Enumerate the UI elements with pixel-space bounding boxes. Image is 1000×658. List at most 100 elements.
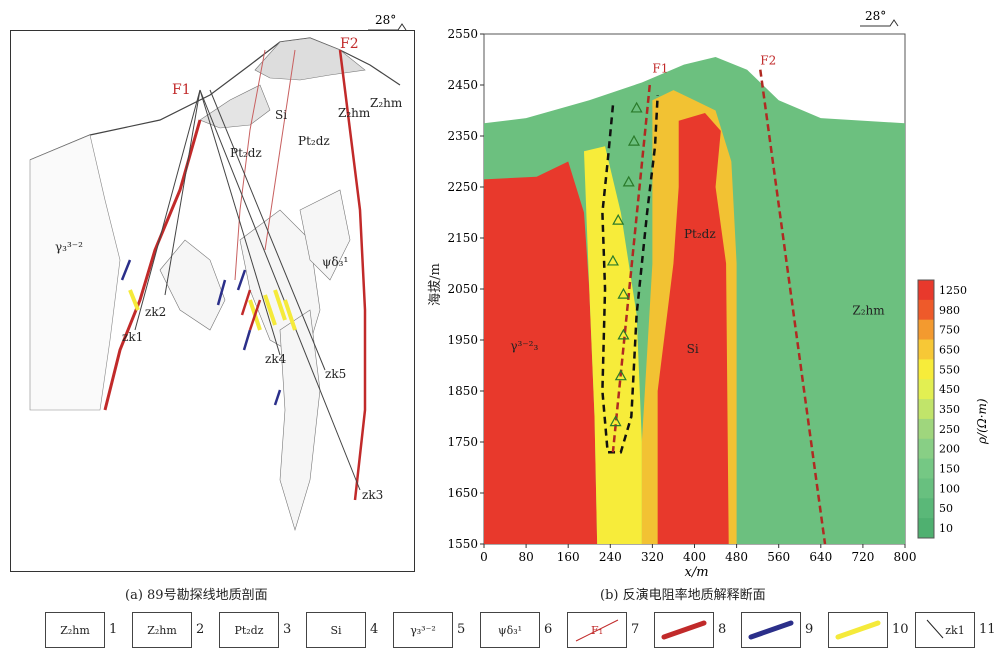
colorbar-swatch — [918, 418, 934, 440]
left-si-label: Si — [275, 108, 288, 122]
colorbar-swatch — [918, 498, 934, 519]
colorbar-swatch — [918, 359, 934, 380]
colorbar-tick-label: 750 — [939, 324, 960, 337]
y-tick-label: 2250 — [447, 180, 478, 194]
colorbar-swatch — [918, 518, 934, 539]
drill-sample-triangle-icon — [627, 134, 641, 146]
legend-swatch: Si — [306, 612, 366, 648]
right-caption: (b) 反演电阻率地质解释断面 — [600, 588, 766, 603]
right-z2hm-label: Z₂hm — [852, 304, 885, 318]
y-tick-label: 1550 — [447, 537, 478, 551]
x-tick-label: 560 — [767, 550, 790, 564]
colorbar-tick-label: 650 — [939, 343, 960, 356]
left-gamma-label: γ₃³⁻² — [55, 240, 83, 254]
x-tick-label: 800 — [894, 550, 917, 564]
drill-sample-triangle-icon — [630, 101, 643, 113]
si-red-body — [657, 113, 729, 545]
drill-sample-triangle-icon — [609, 415, 622, 427]
x-tick-label: 720 — [851, 550, 874, 564]
fault-f2-line — [759, 69, 827, 545]
colorbar-swatch — [918, 478, 934, 499]
y-tick-label: 2050 — [447, 282, 478, 296]
x-tick-label: 400 — [683, 550, 706, 564]
colorbar-tick-label: 550 — [939, 363, 960, 376]
drill-sample-triangle-icon — [614, 369, 627, 381]
legend-number: 11 — [979, 622, 996, 637]
colorbar-tick-label: 350 — [939, 403, 960, 416]
right-f2-label: F2 — [760, 54, 776, 68]
colorbar-tick-label: 150 — [939, 463, 960, 476]
right-si-label: Si — [687, 342, 699, 356]
colorbar-swatch — [918, 379, 934, 400]
right-ylabel: 海拔/m — [427, 263, 443, 306]
legend-swatch: Pt₂dz — [219, 612, 279, 648]
x-tick-label: 0 — [480, 550, 488, 564]
colorbar-tick-label: 450 — [939, 383, 960, 396]
y-tick-label: 2550 — [447, 27, 478, 41]
drill-zk2-label: zk2 — [145, 305, 167, 319]
colorbar-tick-label: 10 — [939, 522, 953, 535]
legend-swatch — [741, 612, 801, 648]
x-tick-label: 480 — [725, 550, 748, 564]
left-section-drawing: 28° — [29, 13, 407, 532]
x-tick-label: 640 — [809, 550, 832, 564]
y-tick-label: 1950 — [447, 333, 478, 347]
granite-red-body — [484, 161, 598, 544]
left-caption: (a) 89号勘探线地质剖面 — [125, 588, 268, 603]
colorbar-swatch — [918, 339, 934, 360]
colorbar-swatch — [918, 438, 934, 460]
drill-sample-triangle-icon — [617, 328, 630, 340]
drill-sample-triangle-icon — [606, 254, 619, 266]
colorbar-tick-label: 1250 — [939, 284, 967, 297]
drill-sample-triangle-icon — [612, 213, 625, 225]
x-axis-label: x/m — [685, 565, 709, 580]
yellow-anomaly-zone — [583, 146, 642, 544]
right-strike-label: 28° — [865, 9, 886, 23]
legend-swatch: Z₂hm — [45, 612, 105, 648]
legend-number: 4 — [370, 622, 379, 637]
colorbar-swatch — [918, 399, 934, 420]
x-tick-label: 160 — [557, 550, 580, 564]
drill-zk4-label: zk4 — [265, 352, 287, 366]
left-strike-label: 28° — [375, 13, 396, 27]
x-tick-label: 80 — [518, 550, 533, 564]
y-tick-label: 2150 — [447, 231, 478, 245]
left-pt2dz-label-b: Pt₂dz — [298, 134, 330, 148]
fault-f1-line — [611, 84, 652, 453]
colorbar-swatch — [918, 458, 934, 479]
x-tick-label: 320 — [641, 550, 664, 564]
drill-zk1-label: zk1 — [122, 330, 144, 344]
colorbar-tick-label: 50 — [939, 502, 953, 515]
y-tick-label: 1650 — [447, 486, 478, 500]
right-f1-label: F1 — [652, 61, 668, 75]
legend-number: 7 — [631, 622, 640, 637]
left-f2-label: F2 — [340, 36, 359, 52]
y-tick-label: 2450 — [447, 78, 478, 92]
colorbar-swatch — [918, 319, 934, 341]
y-tick-label: 1750 — [447, 435, 478, 449]
legend-swatch: ψδ₃¹ — [480, 612, 540, 648]
legend-number: 6 — [544, 622, 553, 637]
left-psi-label: ψδ₃¹ — [322, 255, 349, 269]
right-pt2dz-label: Pt₂dz — [684, 227, 716, 241]
colorbar-frame — [917, 279, 935, 539]
legend-swatch: zk1 — [915, 612, 975, 648]
drill-zk5-label: zk5 — [325, 367, 347, 381]
legend-number: 2 — [196, 622, 205, 637]
y-tick-label: 2350 — [447, 129, 478, 143]
legend-number: 3 — [283, 622, 292, 637]
colorbar-tick-label: 250 — [939, 423, 960, 436]
drill-sample-triangle-icon — [622, 175, 635, 187]
drill-sample-triangle-icon — [617, 287, 630, 299]
colorbar-tick-label: 200 — [939, 443, 960, 456]
resistivity-chart: 0 80 160 240 320 400 480 560 640 720 800 2550 2450 23… — [447, 9, 989, 580]
left-strike-arrow-icon — [368, 23, 407, 31]
legend-swatch — [828, 612, 888, 648]
colorbar-swatch — [918, 280, 934, 301]
left-z2hm-label-a: Z₂hm — [338, 106, 371, 120]
colorbar-swatch — [918, 299, 934, 321]
left-f1-label: F1 — [172, 82, 191, 98]
left-section-panel — [10, 30, 415, 572]
y-tick-label: 1850 — [447, 384, 478, 398]
colorbar-tick-label: 100 — [939, 482, 960, 495]
